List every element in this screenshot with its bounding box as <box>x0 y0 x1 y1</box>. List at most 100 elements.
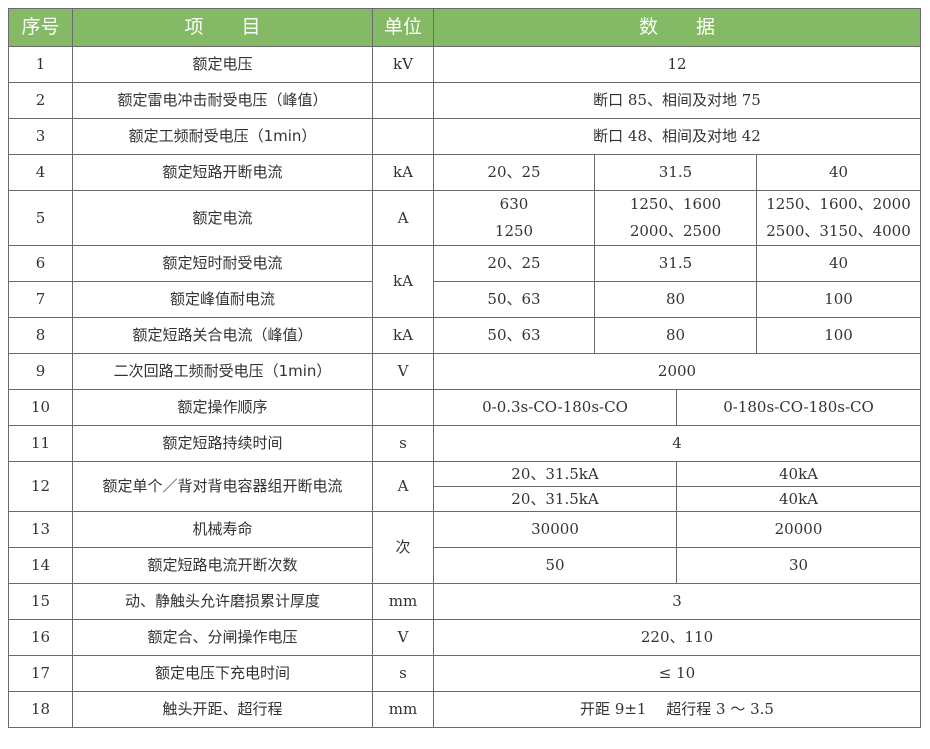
item-name: 额定合、分闸操作电压 <box>72 619 373 656</box>
data-cell: 20、25 <box>433 245 595 282</box>
unit: V <box>372 619 434 656</box>
data-cell: 12 <box>432 46 922 83</box>
data-cell: 40 <box>755 154 922 191</box>
data-cell: 50、63 <box>433 317 595 354</box>
table-row: 14 额定短路电流开断次数 50 30 <box>8 547 922 584</box>
data-cell: 4 <box>432 425 922 462</box>
item-name: 额定短路关合电流（峰值） <box>72 317 373 354</box>
item-name: 二次回路工频耐受电压（1min） <box>72 353 373 390</box>
table-row: 11 额定短路持续时间 s 4 <box>8 425 922 462</box>
data-cell: 100 <box>755 281 922 318</box>
data-cell: 40kA <box>675 461 922 487</box>
table-row: 7 额定峰值耐电流 50、63 80 100 <box>8 281 922 318</box>
item-name: 额定电压下充电时间 <box>72 655 373 692</box>
data-cell: 220、110 <box>432 619 922 656</box>
unit: s <box>372 655 434 692</box>
unit: mm <box>372 691 434 728</box>
unit <box>372 118 434 155</box>
item-name: 额定峰值耐电流 <box>72 281 373 318</box>
data-cell: 30000 <box>433 511 677 548</box>
table-row: 1 额定电压 kV 12 <box>8 46 922 83</box>
item-name: 机械寿命 <box>72 511 373 548</box>
table-row: 15 动、静触头允许磨损累计厚度 mm 3 <box>8 583 922 620</box>
table-row: 6 额定短时耐受电流 kA 20、25 31.5 40 <box>8 245 922 318</box>
item-name: 触头开距、超行程 <box>72 691 373 728</box>
row-number: 11 <box>8 425 73 462</box>
data-cell: 20、31.5kA <box>433 461 677 487</box>
item-name: 额定单个／背对背电容器组开断电流 <box>72 461 373 512</box>
row-number: 9 <box>8 353 73 390</box>
data-cell: 40kA <box>675 486 922 512</box>
data-cell: 0-180s-CO-180s-CO <box>675 389 922 426</box>
row-number: 7 <box>8 281 73 318</box>
unit: s <box>372 425 434 462</box>
unit <box>372 82 434 119</box>
table-row: 2 额定雷电冲击耐受电压（峰值） 断口 85、相间及对地 75 <box>8 82 922 119</box>
table-row: 4 额定短路开断电流 kA 20、25 31.5 40 <box>8 154 922 191</box>
data-cell: 20、25 <box>433 154 595 191</box>
data-cell: 80 <box>594 317 757 354</box>
item-name: 额定工频耐受电压（1min） <box>72 118 373 155</box>
data-cell: 20、31.5kA <box>433 486 677 512</box>
row-number: 14 <box>8 547 73 584</box>
item-name: 额定短路开断电流 <box>72 154 373 191</box>
header-no: 序号 <box>8 8 73 47</box>
table-row: 18 触头开距、超行程 mm 开距 9±1 超行程 3 ～ 3.5 <box>8 691 922 728</box>
unit: A <box>372 190 434 246</box>
row-number: 2 <box>8 82 73 119</box>
data-cell: 50 <box>433 547 677 584</box>
unit: A <box>372 461 434 512</box>
item-name: 额定操作顺序 <box>72 389 373 426</box>
item-name: 额定电流 <box>72 190 373 246</box>
item-name: 额定短路持续时间 <box>72 425 373 462</box>
row-number: 5 <box>8 190 73 246</box>
header-row: 序号 项 目 单位 数 据 <box>8 8 922 47</box>
row-number: 16 <box>8 619 73 656</box>
data-cell: 100 <box>755 317 922 354</box>
table-row: 13 机械寿命次 30000 20000 <box>8 511 922 584</box>
table-row: 20、31.5kA 40kA <box>9 486 922 512</box>
row-number: 8 <box>8 317 73 354</box>
table-row: 8 额定短路关合电流（峰值） kA 50、63 80 100 <box>8 317 922 354</box>
data-cell: 断口 48、相间及对地 42 <box>432 118 922 155</box>
item-name: 额定雷电冲击耐受电压（峰值） <box>72 82 373 119</box>
row-number: 1 <box>8 46 73 83</box>
unit: 次 <box>372 511 434 584</box>
data-cell: 31.5 <box>594 154 757 191</box>
table-row: 12 额定单个／背对背电容器组开断电流 A 20、31.5kA 40kA <box>8 461 922 512</box>
data-cell: 30 <box>675 547 922 584</box>
item-name: 额定电压 <box>72 46 373 83</box>
data-cell: 开距 9±1 超行程 3 ～ 3.5 <box>432 691 922 728</box>
table-row: 3 额定工频耐受电压（1min） 断口 48、相间及对地 42 <box>8 118 922 155</box>
data-cell: 1250、1600 2000、2500 <box>594 190 757 246</box>
row-number: 12 <box>8 461 73 512</box>
table-row: 5 额定电流 A 630 1250 1250、1600 2000、2500 1250、16… <box>8 190 922 246</box>
data-cell: 断口 85、相间及对地 75 <box>432 82 922 119</box>
unit <box>372 389 434 426</box>
header-item: 项 目 <box>72 8 373 47</box>
unit: kA <box>372 154 434 191</box>
header-unit: 单位 <box>372 8 434 47</box>
row-number: 3 <box>8 118 73 155</box>
table-row: 9 二次回路工频耐受电压（1min） V 2000 <box>8 353 922 390</box>
row-number: 6 <box>8 245 73 282</box>
row-number: 17 <box>8 655 73 692</box>
unit: kA <box>372 317 434 354</box>
data-cell: 40 <box>755 245 922 282</box>
unit: V <box>372 353 434 390</box>
data-cell: 630 1250 <box>433 190 595 246</box>
data-cell: 2000 <box>432 353 922 390</box>
row-number: 18 <box>8 691 73 728</box>
row-number: 15 <box>8 583 73 620</box>
data-cell: ≤ 10 <box>432 655 922 692</box>
row-number: 13 <box>8 511 73 548</box>
unit: kA <box>372 245 434 318</box>
item-name: 额定短时耐受电流 <box>72 245 373 282</box>
table-row: 16 额定合、分闸操作电压 V 220、110 <box>8 619 922 656</box>
data-cell: 20000 <box>675 511 922 548</box>
item-name: 动、静触头允许磨损累计厚度 <box>72 583 373 620</box>
unit: kV <box>372 46 434 83</box>
row-number: 4 <box>8 154 73 191</box>
item-name: 额定短路电流开断次数 <box>72 547 373 584</box>
data-cell: 0-0.3s-CO-180s-CO <box>433 389 677 426</box>
